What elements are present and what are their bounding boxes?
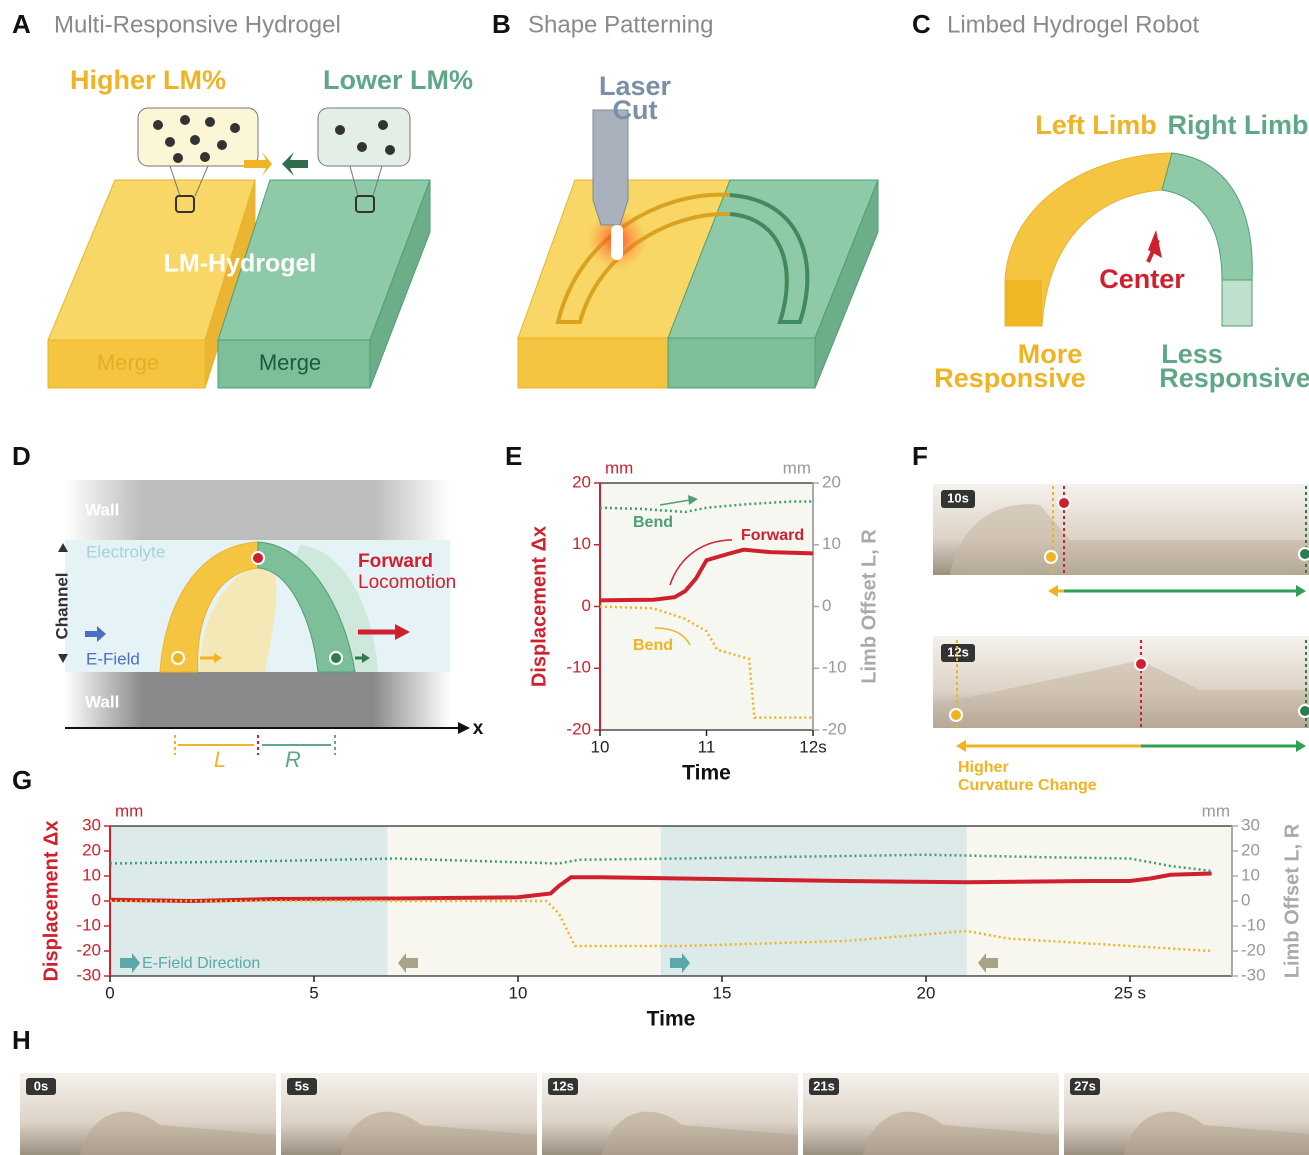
annotation: Bend xyxy=(633,514,673,531)
y-tick-label: 0 xyxy=(582,596,591,615)
y-tick-label: -30 xyxy=(76,965,101,984)
region xyxy=(387,826,660,976)
y2-tick-label: -10 xyxy=(822,658,847,677)
panel-label: B xyxy=(492,9,511,39)
label: L xyxy=(214,747,226,772)
panel-label: A xyxy=(12,9,31,39)
frame-label: 0s xyxy=(34,1078,48,1093)
y-unit: mm xyxy=(605,458,633,477)
panel-label: E xyxy=(505,441,522,471)
x-tick-label: 20 xyxy=(917,983,936,1002)
x-tick-label: 10 xyxy=(509,983,528,1002)
panel-label: G xyxy=(12,765,32,795)
y-tick-label: 10 xyxy=(572,534,591,553)
frame-label: 21s xyxy=(813,1078,835,1093)
label: LM-Hydrogel xyxy=(164,250,317,278)
panel-label: F xyxy=(912,441,928,471)
panel-d: Wall Electrolyte Channel E-Field Forward… xyxy=(52,480,483,772)
y2-tick-label: 20 xyxy=(1241,840,1260,859)
y-tick-label: 30 xyxy=(82,815,101,834)
label: x xyxy=(473,718,484,739)
y2-unit: mm xyxy=(1202,801,1230,820)
panel-b: Laser Cut xyxy=(518,71,878,388)
x-tick-label: 12s xyxy=(799,737,826,756)
panel-label: H xyxy=(12,1025,31,1055)
panel-title: Multi-Responsive Hydrogel xyxy=(54,11,341,38)
x-axis-label: Time xyxy=(682,762,731,785)
x-tick-label: 11 xyxy=(698,737,716,756)
label: Forward xyxy=(358,551,433,572)
label: Responsive xyxy=(1159,363,1309,393)
label: Lower LM% xyxy=(323,65,473,95)
x-tick-label: 5 xyxy=(309,983,318,1002)
y2-tick-label: 0 xyxy=(1241,890,1250,909)
y2-tick-label: 30 xyxy=(1241,815,1260,834)
x-tick-label: 10 xyxy=(591,737,610,756)
y2-axis-label: Limb Offset L, R xyxy=(1281,823,1303,978)
frame-label: 10s xyxy=(947,490,969,505)
label: Electrolyte xyxy=(86,542,165,561)
x-tick-label: 0 xyxy=(105,983,114,1002)
y2-tick-label: -20 xyxy=(822,719,847,738)
y2-tick-label: -10 xyxy=(1241,915,1266,934)
label: Merge xyxy=(259,350,321,375)
y2-tick-label: -30 xyxy=(1241,965,1266,984)
label: R xyxy=(285,747,301,772)
y-tick-label: 20 xyxy=(82,840,101,859)
annotation: Bend xyxy=(633,637,673,654)
label: Left Limb xyxy=(1035,110,1157,140)
x-axis-label: Time xyxy=(647,1008,696,1031)
label: Center xyxy=(1099,264,1185,294)
x-tick-label: 25 s xyxy=(1114,983,1146,1002)
y2-tick-label: 20 xyxy=(822,472,841,491)
region xyxy=(661,826,967,976)
label: Higher xyxy=(958,759,1009,776)
panel-label: C xyxy=(912,9,931,39)
x-tick-label: 15 xyxy=(713,983,732,1002)
label: Right Limb xyxy=(1168,110,1309,140)
region xyxy=(967,826,1232,976)
frame-label: 27s xyxy=(1074,1078,1096,1093)
panel-title: Shape Patterning xyxy=(528,11,713,38)
y-unit: mm xyxy=(115,801,143,820)
y2-tick-label: 0 xyxy=(822,596,831,615)
annotation: E-Field Direction xyxy=(142,955,260,972)
y-tick-label: -20 xyxy=(76,940,101,959)
label: Responsive xyxy=(934,363,1086,393)
frame-label: 12s xyxy=(552,1078,574,1093)
y2-unit: mm xyxy=(783,458,811,477)
panel-f: 10s 12s Higher Curvature Change xyxy=(933,484,1309,794)
y-axis-label: Displacement Δx xyxy=(40,820,62,981)
y-tick-label: -10 xyxy=(566,658,591,677)
y-axis-label: Displacement Δx xyxy=(528,526,550,687)
panel-a: Higher LM% Lower LM% LM-Hydrogel Merge M… xyxy=(48,65,473,388)
label: Merge xyxy=(97,350,159,375)
y-tick-label: -10 xyxy=(76,915,101,934)
frame-label: 5s xyxy=(295,1078,309,1093)
label: E-Field xyxy=(86,649,140,668)
annotation: Forward xyxy=(741,527,804,544)
panel-label: D xyxy=(12,441,31,471)
y2-axis-label: Limb Offset L, R xyxy=(858,529,880,684)
y-tick-label: -20 xyxy=(566,719,591,738)
label: Wall xyxy=(85,500,119,519)
panel-title: Limbed Hydrogel Robot xyxy=(947,11,1199,38)
label: Wall xyxy=(85,692,119,711)
label: Curvature Change xyxy=(958,777,1097,794)
panel-c: Left Limb Right Limb Center More Respons… xyxy=(934,110,1309,393)
y-tick-label: 10 xyxy=(82,865,101,884)
panel-h: 0s 5s 12s 21s 27s xyxy=(20,1073,1309,1155)
y2-tick-label: 10 xyxy=(1241,865,1260,884)
figure: A Multi-Responsive Hydrogel B Shape Patt… xyxy=(0,0,1309,1155)
y-tick-label: 20 xyxy=(572,472,591,491)
y2-tick-label: 10 xyxy=(822,534,841,553)
label: Locomotion xyxy=(358,572,456,593)
y-tick-label: 0 xyxy=(92,890,101,909)
label: Cut xyxy=(613,95,658,125)
y2-tick-label: -20 xyxy=(1241,940,1266,959)
label: Higher LM% xyxy=(70,65,226,95)
label: Channel xyxy=(52,572,71,639)
